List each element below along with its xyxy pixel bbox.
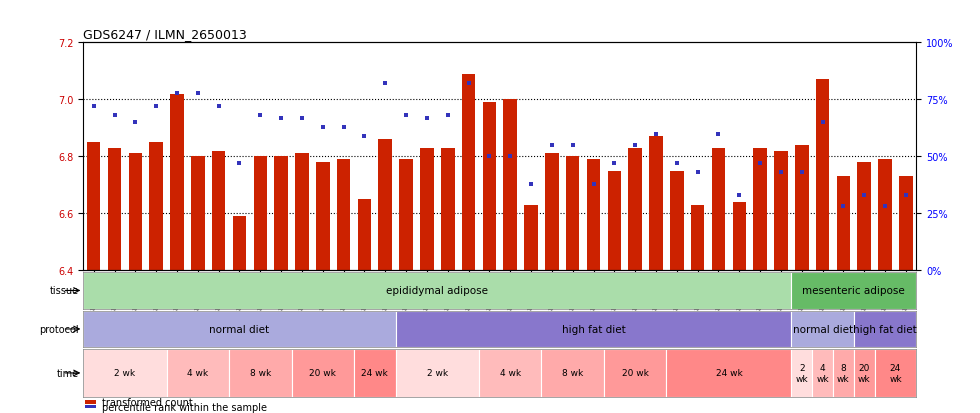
Text: 4
wk: 4 wk [816,363,829,383]
Bar [83,349,167,396]
Text: percentile rank within the sample: percentile rank within the sample [103,401,268,412]
Bar [899,177,912,271]
Bar [608,171,621,271]
Bar [878,160,892,271]
Bar [774,151,788,271]
Text: 8 wk: 8 wk [250,368,270,377]
Text: normal diet: normal diet [793,324,853,334]
Bar [212,151,225,271]
Text: time: time [57,368,79,378]
Bar [83,273,792,309]
Bar [232,216,246,271]
Bar [604,349,666,396]
Text: normal diet: normal diet [210,324,270,334]
Bar [85,400,96,404]
Bar [420,148,434,271]
Bar [128,154,142,271]
Bar [691,205,705,271]
Bar [545,154,559,271]
Text: 24 wk: 24 wk [362,368,388,377]
Bar [167,349,229,396]
Bar [792,273,916,309]
Bar [792,311,854,347]
Bar [358,199,371,271]
Bar [441,148,455,271]
Text: 4 wk: 4 wk [500,368,520,377]
Bar [254,157,268,271]
Bar [854,349,875,396]
Bar [837,177,851,271]
Bar [85,405,96,408]
Bar [337,160,351,271]
Bar [83,311,396,347]
Bar [87,143,101,271]
Text: 2 wk: 2 wk [115,368,135,377]
Text: mesenteric adipose: mesenteric adipose [803,286,906,296]
Bar [191,157,205,271]
Bar [482,103,496,271]
Bar [666,349,792,396]
Text: 2 wk: 2 wk [426,368,448,377]
Bar [833,349,854,396]
Text: 20
wk: 20 wk [858,363,870,383]
Text: 2
wk: 2 wk [796,363,808,383]
Bar [815,80,829,271]
Bar [542,349,604,396]
Text: 24
wk: 24 wk [889,363,902,383]
Text: protocol: protocol [39,324,79,334]
Text: transformed count: transformed count [103,397,193,407]
Bar [875,349,916,396]
Text: 8 wk: 8 wk [563,368,583,377]
Bar [565,157,579,271]
Text: epididymal adipose: epididymal adipose [386,286,488,296]
Bar [524,205,538,271]
Bar [792,349,812,396]
Bar [795,146,808,271]
Text: 4 wk: 4 wk [187,368,209,377]
Bar [711,148,725,271]
Bar [754,148,767,271]
Bar [295,154,309,271]
Bar [229,349,292,396]
Bar [378,140,392,271]
Bar [858,163,871,271]
Text: 20 wk: 20 wk [621,368,649,377]
Bar [274,157,288,271]
Bar [628,148,642,271]
Bar [504,100,517,271]
Bar [479,349,542,396]
Bar [149,143,163,271]
Bar [587,160,601,271]
Text: 24 wk: 24 wk [715,368,742,377]
Bar [396,311,792,347]
Text: 8
wk: 8 wk [837,363,850,383]
Text: high fat diet: high fat diet [562,324,625,334]
Bar [108,148,122,271]
Bar [732,202,746,271]
Bar [462,75,475,271]
Bar [854,311,916,347]
Text: tissue: tissue [50,286,79,296]
Bar [171,95,184,271]
Text: high fat diet: high fat diet [854,324,917,334]
Bar [649,137,662,271]
Text: 20 wk: 20 wk [310,368,336,377]
Bar [396,349,479,396]
Bar [316,163,329,271]
Bar [812,349,833,396]
Bar [354,349,396,396]
Bar [399,160,413,271]
Text: GDS6247 / ILMN_2650013: GDS6247 / ILMN_2650013 [83,28,247,41]
Bar [670,171,684,271]
Bar [292,349,354,396]
